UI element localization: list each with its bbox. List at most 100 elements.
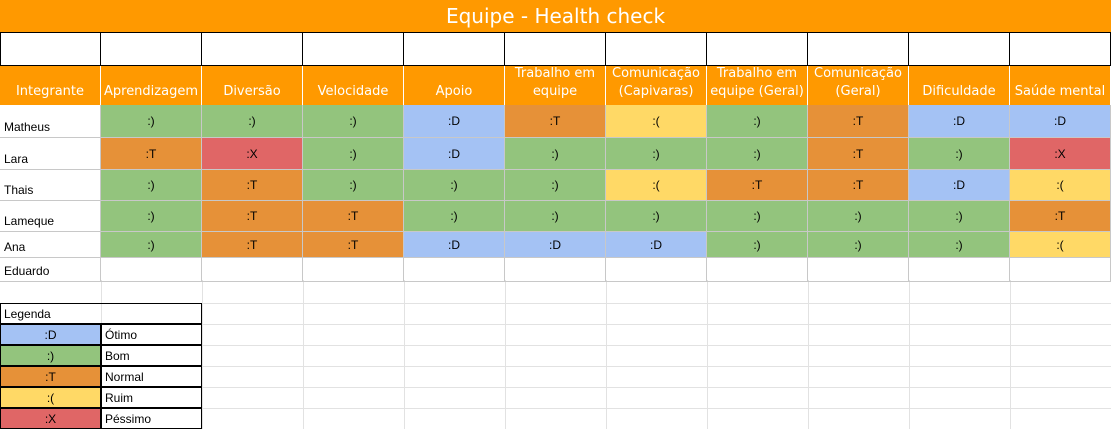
rating-cell[interactable]: :T (808, 138, 909, 170)
legend-symbol[interactable]: :D (0, 324, 101, 345)
rating-cell[interactable] (101, 258, 202, 282)
rating-cell[interactable]: :T (303, 232, 404, 258)
rating-cell[interactable]: :X (202, 138, 303, 170)
legend-symbol[interactable]: :( (0, 387, 101, 408)
rating-cell[interactable]: :D (404, 105, 505, 138)
rating-cell[interactable]: :T (808, 105, 909, 138)
rating-cell[interactable]: :T (1010, 201, 1111, 232)
rating-cell[interactable]: :) (101, 170, 202, 201)
rating-cell[interactable]: :D (909, 105, 1010, 138)
blank-cell[interactable] (303, 32, 404, 66)
rating-cell[interactable]: :) (707, 232, 808, 258)
column-header[interactable]: Apoio (404, 66, 505, 105)
column-header[interactable]: Aprendizagem (101, 66, 202, 105)
legend-label[interactable]: Ótimo (101, 324, 202, 345)
rating-cell[interactable]: :T (707, 170, 808, 201)
rating-cell[interactable]: :) (909, 201, 1010, 232)
rating-cell[interactable]: :D (1010, 105, 1111, 138)
legend-symbol[interactable]: :) (0, 345, 101, 366)
rating-cell[interactable]: :) (606, 201, 707, 232)
column-header[interactable]: Velocidade (303, 66, 404, 105)
rating-cell[interactable]: :) (404, 170, 505, 201)
rating-cell[interactable] (909, 258, 1010, 282)
row-name-cell[interactable]: Thais (0, 170, 101, 201)
rating-cell[interactable]: :) (707, 201, 808, 232)
rating-cell[interactable]: :) (303, 170, 404, 201)
row-name-cell[interactable]: Lara (0, 138, 101, 170)
rating-cell[interactable]: :) (101, 201, 202, 232)
blank-cell[interactable] (909, 32, 1010, 66)
rating-cell[interactable]: :) (505, 138, 606, 170)
rating-cell[interactable]: :T (202, 232, 303, 258)
rating-cell[interactable] (303, 258, 404, 282)
rating-cell[interactable]: :) (101, 105, 202, 138)
rating-cell[interactable]: :) (909, 232, 1010, 258)
column-header[interactable]: Integrante (0, 66, 101, 105)
rating-cell[interactable]: :) (505, 201, 606, 232)
rating-cell[interactable]: :) (303, 105, 404, 138)
rating-cell[interactable]: :D (404, 138, 505, 170)
rating-cell[interactable]: :X (1010, 138, 1111, 170)
rating-cell[interactable] (808, 258, 909, 282)
row-name-cell[interactable]: Lameque (0, 201, 101, 232)
column-header[interactable]: Trabalho em equipe (505, 66, 606, 105)
column-header[interactable]: Dificuldade (909, 66, 1010, 105)
rating-cell[interactable]: :( (1010, 170, 1111, 201)
blank-cell[interactable] (0, 32, 101, 66)
rating-cell[interactable]: :T (303, 201, 404, 232)
row-name-cell[interactable]: Matheus (0, 105, 101, 138)
rating-cell[interactable]: :( (606, 170, 707, 201)
rating-cell[interactable]: :T (808, 170, 909, 201)
blank-cell[interactable] (202, 32, 303, 66)
legend-symbol[interactable]: :X (0, 408, 101, 429)
rating-cell[interactable]: :D (505, 232, 606, 258)
blank-cell[interactable] (1010, 32, 1111, 66)
rating-cell[interactable]: :( (1010, 232, 1111, 258)
blank-cell[interactable] (808, 32, 909, 66)
column-header[interactable]: Trabalho em equipe (Geral) (707, 66, 808, 105)
rating-cell[interactable]: :) (404, 201, 505, 232)
rating-cell[interactable]: :) (303, 138, 404, 170)
row-name-cell[interactable]: Eduardo (0, 258, 101, 282)
rating-cell[interactable]: :) (606, 138, 707, 170)
rating-cell[interactable]: :T (202, 170, 303, 201)
rating-cell[interactable]: :) (707, 138, 808, 170)
column-header[interactable]: Saúde mental (1010, 66, 1111, 105)
column-header[interactable]: Comunicação (Capivaras) (606, 66, 707, 105)
rating-cell[interactable] (404, 258, 505, 282)
rating-cell[interactable] (606, 258, 707, 282)
rating-cell[interactable] (707, 258, 808, 282)
rating-cell[interactable]: :) (505, 170, 606, 201)
rating-cell[interactable]: :) (202, 105, 303, 138)
blank-cell[interactable] (101, 32, 202, 66)
blank-cell[interactable] (606, 32, 707, 66)
rating-cell[interactable]: :D (404, 232, 505, 258)
rating-cell[interactable]: :D (606, 232, 707, 258)
rating-cell[interactable]: :) (808, 201, 909, 232)
rating-cell[interactable] (202, 258, 303, 282)
rating-cell[interactable] (1010, 258, 1111, 282)
legend-label[interactable]: Péssimo (101, 408, 202, 429)
rating-cell[interactable]: :T (505, 105, 606, 138)
sheet-title[interactable]: Equipe - Health check (0, 0, 1111, 32)
rating-cell[interactable]: :D (909, 170, 1010, 201)
blank-cell[interactable] (404, 32, 505, 66)
column-header[interactable]: Diversão (202, 66, 303, 105)
rating-cell[interactable]: :( (606, 105, 707, 138)
legend-label[interactable]: Ruim (101, 387, 202, 408)
rating-cell[interactable] (505, 258, 606, 282)
legend-label[interactable]: Normal (101, 366, 202, 387)
blank-cell[interactable] (707, 32, 808, 66)
rating-cell[interactable]: :) (909, 138, 1010, 170)
rating-cell[interactable]: :) (707, 105, 808, 138)
rating-cell[interactable]: :) (808, 232, 909, 258)
legend-symbol[interactable]: :T (0, 366, 101, 387)
rating-cell[interactable]: :T (202, 201, 303, 232)
row-name-cell[interactable]: Ana (0, 232, 101, 258)
rating-cell[interactable]: :) (101, 232, 202, 258)
legend-label[interactable]: Bom (101, 345, 202, 366)
rating-cell[interactable]: :T (101, 138, 202, 170)
column-header[interactable]: Comunicação (Geral) (808, 66, 909, 105)
legend-title[interactable]: Legenda (0, 303, 202, 324)
blank-cell[interactable] (505, 32, 606, 66)
